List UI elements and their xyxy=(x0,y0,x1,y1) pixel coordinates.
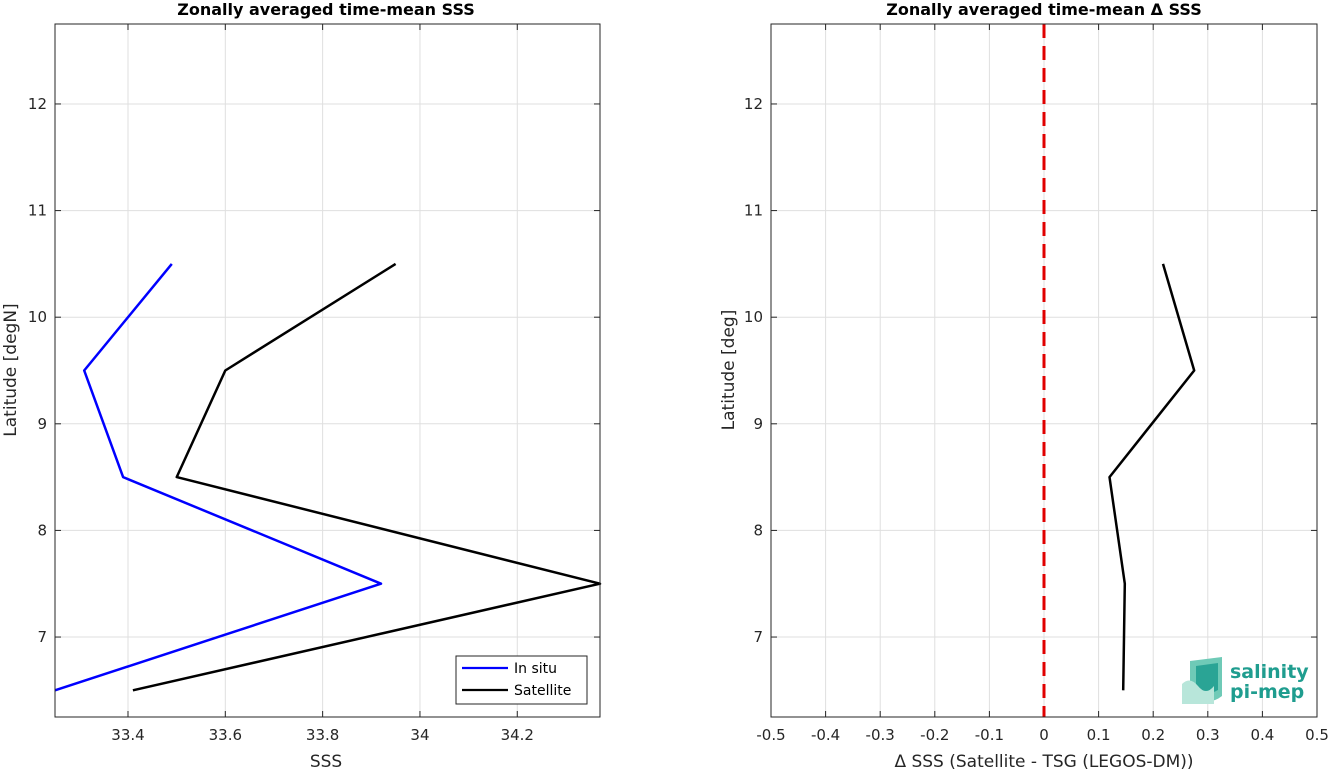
y-tick-label: 11 xyxy=(744,202,763,220)
series-line-in-situ xyxy=(54,263,383,692)
panel-delta-sss: Zonally averaged time-mean Δ SSS Δ SSS (… xyxy=(719,0,1329,769)
x-tick-label: 0 xyxy=(1039,726,1049,744)
logo-wave-icon-dark xyxy=(1196,663,1218,694)
x-axis-label-sss: SSS xyxy=(310,752,342,769)
logo-text-pi-mep: pi-mep xyxy=(1230,681,1304,703)
x-tick-label: 33.8 xyxy=(306,726,339,744)
plot-frame-delta-sss xyxy=(770,23,1318,718)
x-tick-label: 0.2 xyxy=(1141,726,1165,744)
y-tick-label: 7 xyxy=(37,628,47,646)
y-tick-label: 8 xyxy=(37,521,47,539)
y-tick-label: 11 xyxy=(28,202,47,220)
x-tick-label: -0.5 xyxy=(756,726,785,744)
y-axis-label-sss: Latitude [degN] xyxy=(1,303,21,436)
y-tick-label: 7 xyxy=(753,628,763,646)
x-tick-label: 34.2 xyxy=(501,726,534,744)
panel-sss: Zonally averaged time-mean SSS SSS Latit… xyxy=(1,0,602,769)
legend-label-in-situ: In situ xyxy=(514,661,557,677)
chart-title-delta-sss: Zonally averaged time-mean Δ SSS xyxy=(886,0,1202,19)
series-line-satellite xyxy=(132,262,602,692)
x-tick-label: 33.4 xyxy=(111,726,144,744)
x-tick-label: -0.2 xyxy=(920,726,949,744)
x-tick-label: -0.1 xyxy=(975,726,1004,744)
y-tick-label: 9 xyxy=(37,415,47,433)
x-tick-label: 34 xyxy=(410,726,429,744)
x-tick-label: -0.4 xyxy=(811,726,840,744)
legend-label-satellite: Satellite xyxy=(514,683,571,699)
x-tick-label: 0.5 xyxy=(1305,726,1329,744)
x-tick-label: 0.3 xyxy=(1196,726,1220,744)
y-tick-label: 10 xyxy=(28,308,47,326)
x-tick-label: 0.1 xyxy=(1087,726,1111,744)
x-tick-label: 33.6 xyxy=(209,726,242,744)
y-tick-label: 12 xyxy=(28,95,47,113)
legend: In situ Satellite xyxy=(455,655,588,705)
y-tick-label: 10 xyxy=(744,308,763,326)
y-tick-label: 12 xyxy=(744,95,763,113)
plot-frame-sss xyxy=(54,23,601,718)
grid-sss xyxy=(55,24,600,717)
logo-text-salinity: salinity xyxy=(1230,661,1309,683)
grid-delta-sss xyxy=(770,24,1318,717)
x-tick-label: 0.4 xyxy=(1250,726,1274,744)
x-tick-label: -0.3 xyxy=(866,726,895,744)
chart-title-sss: Zonally averaged time-mean SSS xyxy=(177,0,475,19)
y-tick-label: 8 xyxy=(753,521,763,539)
y-axis-label-delta-sss: Latitude [deg] xyxy=(719,310,739,431)
legend-box xyxy=(455,655,588,705)
y-tick-label: 9 xyxy=(753,415,763,433)
salinity-pi-mep-logo: salinity pi-mep xyxy=(1182,657,1309,704)
series-line-delta xyxy=(1108,263,1196,691)
x-axis-label-delta-sss: Δ SSS (Satellite - TSG (LEGOS-DM)) xyxy=(894,752,1193,769)
logo-wave-icon-light xyxy=(1182,680,1214,704)
